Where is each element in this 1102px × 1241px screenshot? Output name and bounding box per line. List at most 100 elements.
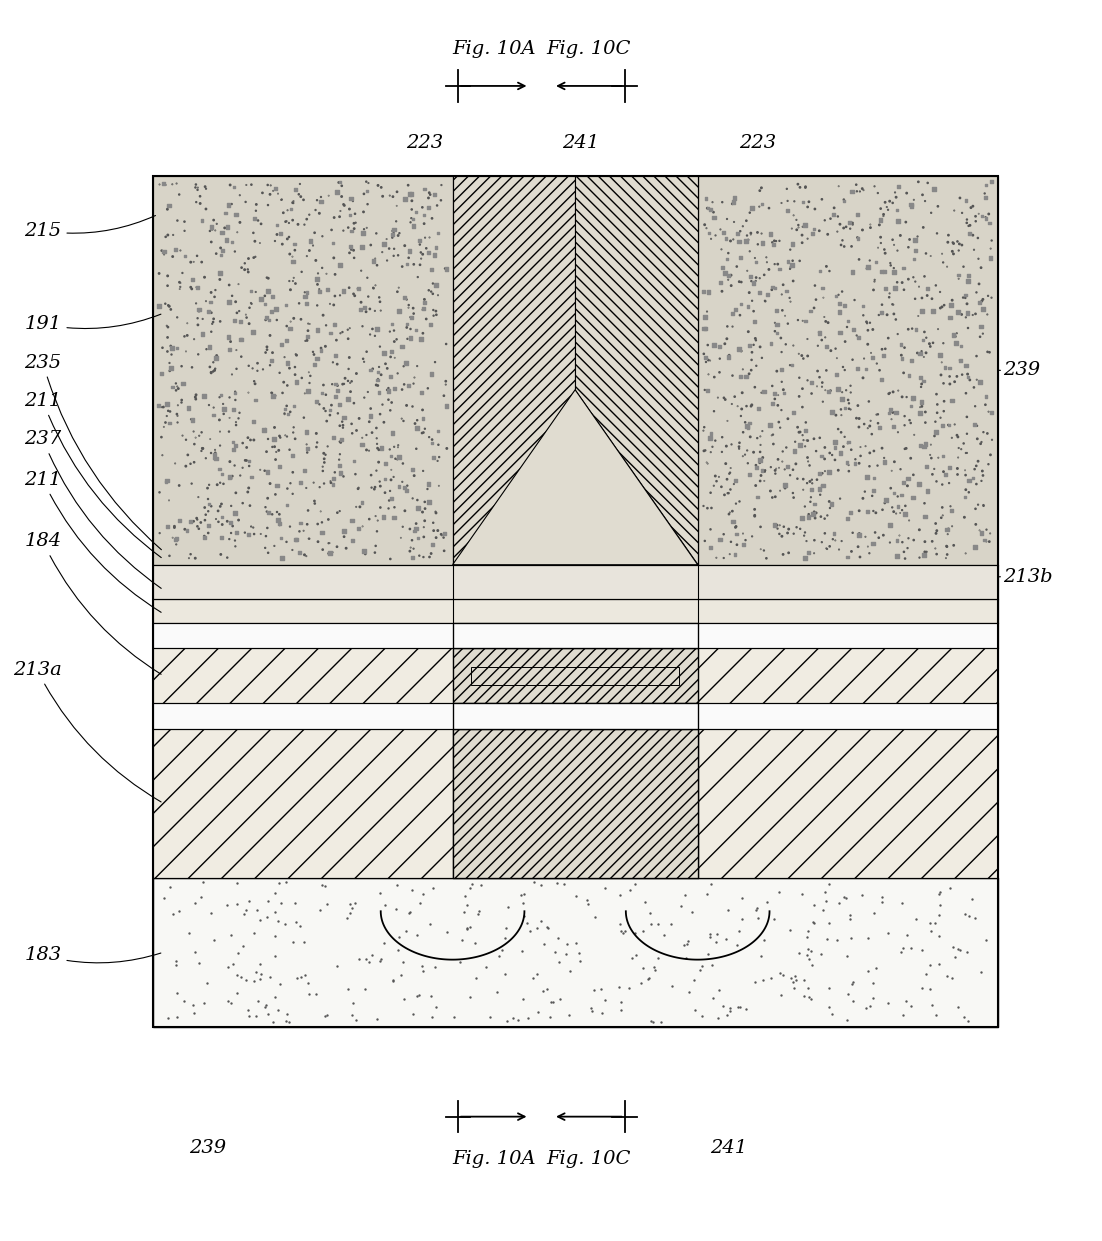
Point: [695, 319, 713, 339]
Point: [849, 205, 866, 225]
Point: [843, 541, 861, 561]
Point: [839, 316, 856, 336]
Point: [197, 448, 215, 468]
Point: [723, 434, 741, 454]
Point: [370, 382, 388, 402]
Point: [342, 205, 359, 225]
Point: [309, 514, 326, 534]
Point: [412, 248, 430, 268]
Point: [274, 202, 292, 222]
Point: [261, 355, 279, 375]
Point: [790, 386, 808, 406]
Point: [929, 319, 947, 339]
Point: [843, 181, 861, 201]
Point: [422, 987, 440, 1006]
Point: [403, 530, 421, 550]
Point: [224, 467, 241, 486]
Point: [914, 941, 931, 961]
Point: [164, 377, 182, 397]
Point: [937, 549, 954, 568]
Point: [242, 293, 260, 313]
Point: [233, 258, 250, 278]
Point: [389, 437, 407, 457]
Point: [929, 395, 947, 414]
Point: [745, 442, 763, 462]
Point: [266, 946, 283, 965]
Point: [821, 498, 839, 517]
Point: [766, 254, 784, 274]
Text: 213a: 213a: [12, 661, 161, 802]
Point: [155, 244, 173, 264]
Point: [804, 895, 822, 915]
Point: [361, 398, 379, 418]
Point: [437, 371, 455, 391]
Point: [231, 185, 249, 205]
Point: [983, 172, 1001, 192]
Point: [431, 447, 449, 467]
Point: [225, 400, 242, 419]
Point: [734, 535, 752, 555]
Point: [361, 325, 379, 345]
Point: [245, 323, 262, 343]
Point: [950, 269, 968, 289]
Point: [724, 366, 742, 386]
Point: [931, 895, 949, 915]
Point: [371, 498, 389, 517]
Point: [331, 501, 348, 521]
Point: [209, 511, 227, 531]
Point: [876, 262, 894, 282]
Point: [432, 525, 450, 545]
Point: [323, 220, 341, 240]
Point: [696, 531, 714, 551]
Point: [895, 473, 912, 493]
Point: [218, 230, 236, 249]
Point: [765, 235, 782, 254]
Point: [364, 423, 381, 443]
Point: [893, 345, 910, 365]
Point: [322, 473, 339, 493]
Point: [922, 246, 940, 266]
Point: [764, 393, 781, 413]
Polygon shape: [453, 390, 698, 565]
Point: [317, 315, 335, 335]
Point: [626, 874, 644, 894]
Point: [180, 398, 197, 418]
Point: [770, 458, 788, 478]
Point: [861, 443, 878, 463]
Point: [397, 354, 414, 374]
Point: [888, 272, 906, 292]
Point: [420, 474, 437, 494]
Point: [647, 961, 665, 980]
Point: [925, 333, 942, 352]
Point: [884, 230, 901, 249]
Point: [917, 243, 934, 263]
Point: [193, 886, 210, 906]
Point: [677, 885, 694, 905]
Point: [249, 354, 267, 374]
Point: [288, 530, 305, 550]
Point: [911, 344, 929, 364]
Point: [884, 294, 901, 314]
Point: [817, 380, 834, 400]
Point: [699, 498, 716, 517]
Point: [345, 530, 363, 550]
Point: [952, 439, 970, 459]
Point: [277, 1011, 294, 1031]
Point: [849, 359, 866, 379]
Point: [790, 422, 808, 442]
Point: [980, 204, 997, 223]
Point: [923, 300, 941, 320]
Point: [756, 472, 774, 491]
Point: [568, 933, 585, 953]
Point: [922, 434, 940, 454]
Point: [365, 251, 382, 271]
Point: [160, 401, 177, 421]
Point: [334, 375, 352, 395]
Point: [345, 218, 363, 238]
Point: [947, 947, 964, 967]
Point: [850, 328, 867, 347]
Point: [919, 279, 937, 299]
Point: [240, 298, 258, 318]
Point: [833, 406, 851, 426]
Point: [272, 892, 290, 912]
